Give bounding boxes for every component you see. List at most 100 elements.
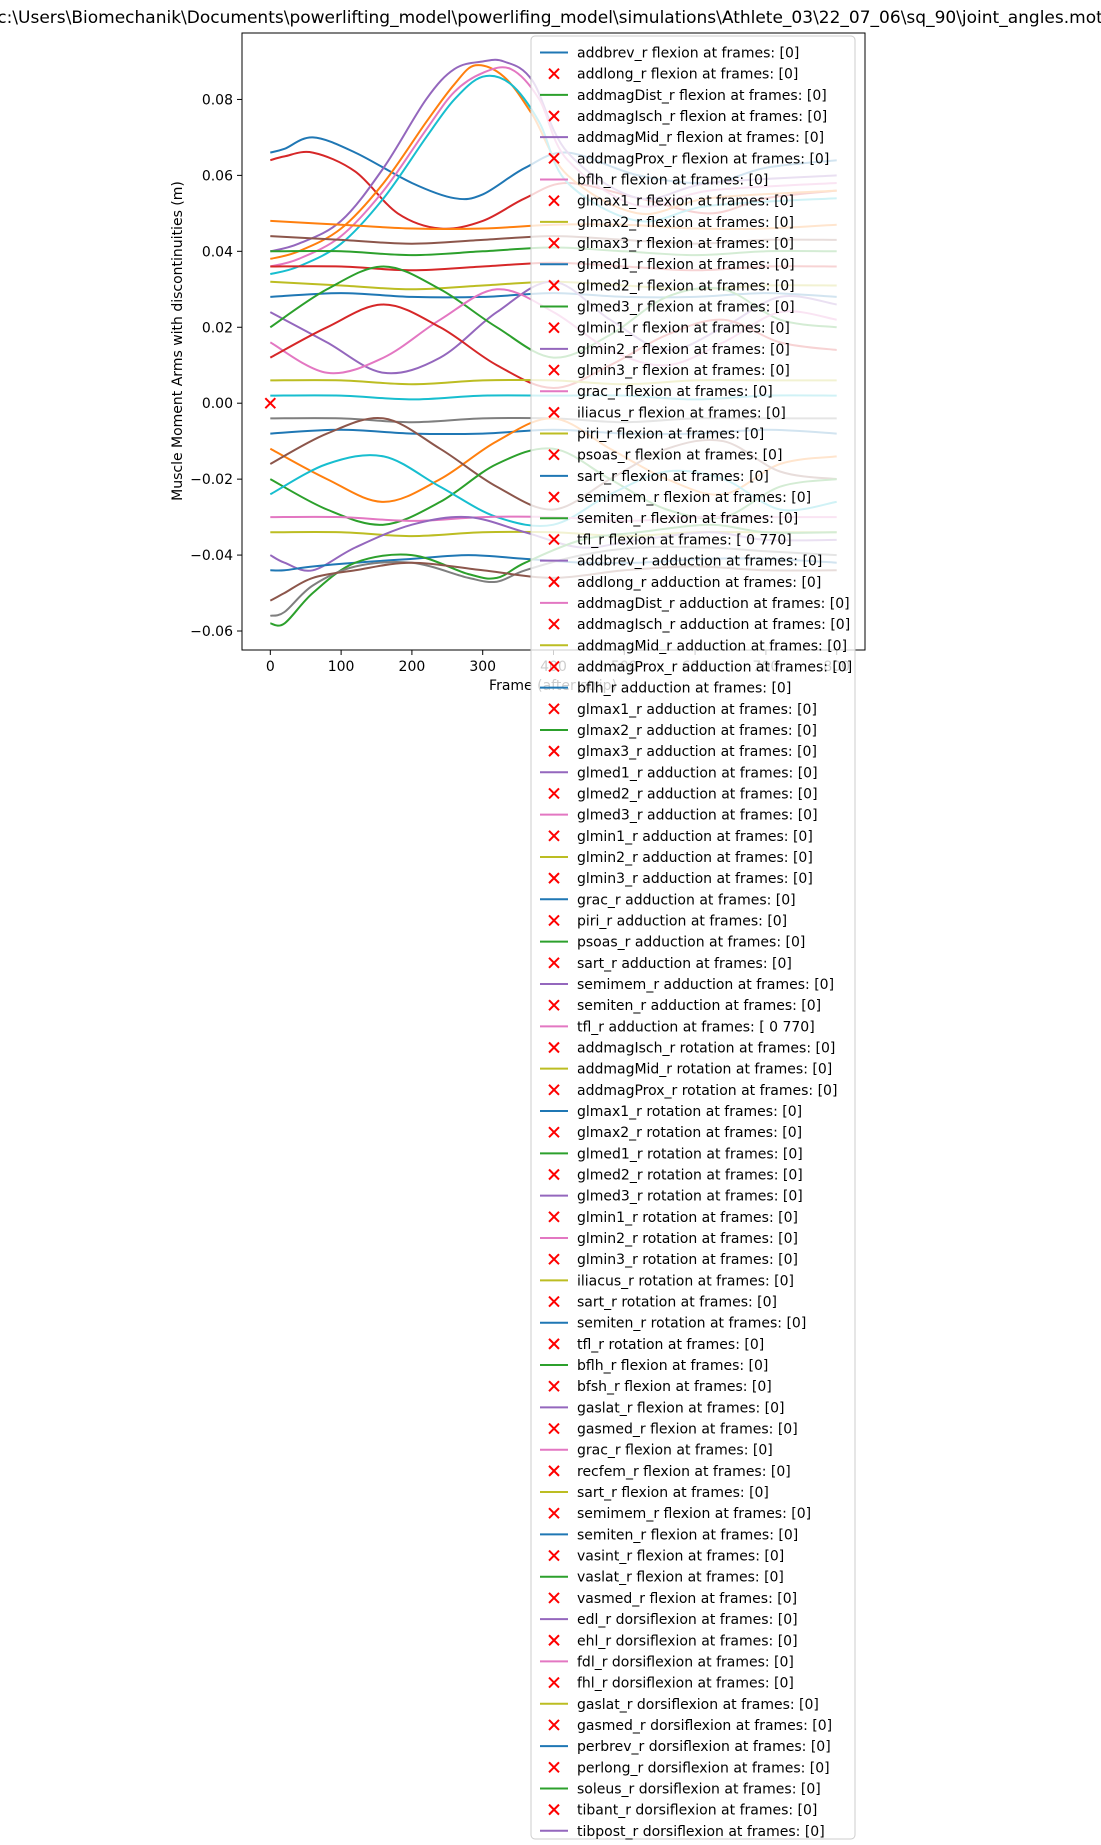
- legend-label: glmin1_r adduction at frames: [0]: [577, 829, 813, 845]
- legend-label: semimem_r flexion at frames: [0]: [577, 490, 811, 506]
- y-tick-label: −0.06: [190, 624, 233, 640]
- legend-label: addlong_r adduction at frames: [0]: [577, 575, 821, 591]
- legend-label: tfl_r adduction at frames: [ 0 770]: [577, 1019, 815, 1035]
- legend-label: glmax3_r adduction at frames: [0]: [577, 744, 817, 760]
- legend-label: glmax3_r flexion at frames: [0]: [577, 236, 794, 252]
- legend-entry: bfsh_r flexion at frames: [0]: [548, 1379, 772, 1395]
- legend-label: iliacus_r rotation at frames: [0]: [577, 1273, 794, 1289]
- legend-marker-swatch: [548, 406, 560, 419]
- legend-box: [530, 35, 856, 1840]
- legend-label: addmagMid_r rotation at frames: [0]: [577, 1062, 832, 1078]
- legend-label: semimem_r flexion at frames: [0]: [577, 1506, 811, 1522]
- legend-entry: vasmed_r flexion at frames: [0]: [548, 1591, 797, 1607]
- legend-entry: sart_r flexion at frames: [0]: [540, 1485, 769, 1501]
- legend-entry: glmax2_r adduction at frames: [0]: [540, 723, 817, 739]
- legend-entry: gasmed_r dorsiflexion at frames: [0]: [548, 1718, 832, 1734]
- legend-label: addmagProx_r rotation at frames: [0]: [577, 1083, 837, 1099]
- legend-entry: glmed2_r adduction at frames: [0]: [548, 786, 818, 802]
- legend-marker-swatch: [548, 745, 560, 757]
- legend-entry: recfem_r flexion at frames: [0]: [548, 1464, 791, 1480]
- legend-label: glmax2_r flexion at frames: [0]: [577, 215, 794, 231]
- legend-label: glmed3_r rotation at frames: [0]: [577, 1189, 803, 1205]
- legend-entry: addmagIsch_r adduction at frames: [0]: [548, 617, 850, 633]
- legend-marker-swatch: [548, 914, 560, 927]
- legend-entry: glmin2_r flexion at frames: [0]: [540, 342, 790, 358]
- legend-entry: glmed2_r rotation at frames: [0]: [548, 1168, 803, 1184]
- legend-entry: addmagProx_r adduction at frames: [0]: [548, 659, 852, 675]
- y-axis-label: Muscle Moment Arms with discontinuities …: [170, 181, 186, 501]
- legend-label: semiten_r flexion at frames: [0]: [577, 511, 798, 527]
- discontinuity-marker: [264, 397, 277, 409]
- legend-label: addbrev_r adduction at frames: [0]: [577, 554, 822, 570]
- legend-marker-swatch: [548, 1803, 560, 1816]
- legend-entry: semimem_r flexion at frames: [0]: [548, 490, 811, 506]
- legend-entry: glmax1_r rotation at frames: [0]: [540, 1104, 802, 1120]
- legend-label: glmin3_r adduction at frames: [0]: [577, 871, 813, 887]
- legend-label: psoas_r adduction at frames: [0]: [577, 935, 805, 951]
- legend-label: addmagDist_r adduction at frames: [0]: [577, 596, 850, 612]
- legend-label: grac_r flexion at frames: [0]: [577, 1443, 773, 1459]
- legend-entry: glmed3_r rotation at frames: [0]: [540, 1189, 803, 1205]
- legend-entry: semiten_r flexion at frames: [0]: [540, 1527, 798, 1543]
- legend-label: vasint_r flexion at frames: [0]: [577, 1549, 784, 1565]
- legend-entry: sart_r rotation at frames: [0]: [548, 1295, 777, 1311]
- legend-label: grac_r flexion at frames: [0]: [577, 384, 773, 400]
- legend-label: gaslat_r dorsiflexion at frames: [0]: [577, 1697, 819, 1713]
- legend-label: fhl_r dorsiflexion at frames: [0]: [577, 1676, 794, 1692]
- legend-entry: ehl_r dorsiflexion at frames: [0]: [548, 1633, 798, 1649]
- legend-entry: addmagProx_r flexion at frames: [0]: [548, 151, 829, 167]
- legend-entry: glmed3_r adduction at frames: [0]: [540, 808, 818, 824]
- legend-label: glmax1_r rotation at frames: [0]: [577, 1104, 802, 1120]
- legend-entry: addbrev_r flexion at frames: [0]: [540, 46, 799, 62]
- legend-entry: addmagIsch_r flexion at frames: [0]: [548, 109, 827, 125]
- legend-label: tibant_r dorsiflexion at frames: [0]: [577, 1803, 817, 1819]
- legend-entry: glmax3_r adduction at frames: [0]: [548, 744, 817, 760]
- legend-entry: glmin2_r adduction at frames: [0]: [540, 850, 813, 866]
- legend-entry: grac_r flexion at frames: [0]: [540, 1443, 773, 1459]
- legend-label: glmax1_r adduction at frames: [0]: [577, 702, 817, 718]
- legend-label: fdl_r dorsiflexion at frames: [0]: [577, 1654, 794, 1670]
- legend-entry: grac_r adduction at frames: [0]: [540, 892, 796, 908]
- legend-marker-swatch: [548, 364, 560, 376]
- legend-marker-swatch: [548, 660, 560, 673]
- legend-label: semiten_r flexion at frames: [0]: [577, 1527, 798, 1543]
- legend-entry: sart_r adduction at frames: [0]: [548, 956, 792, 972]
- y-tick-label: 0.08: [202, 92, 233, 108]
- legend-entry: glmax3_r flexion at frames: [0]: [548, 236, 794, 252]
- legend-entry: glmax2_r flexion at frames: [0]: [540, 215, 794, 231]
- legend-label: glmed1_r flexion at frames: [0]: [577, 257, 795, 273]
- legend-marker-swatch: [548, 1676, 560, 1689]
- legend-entry: addlong_r flexion at frames: [0]: [548, 67, 798, 83]
- legend-label: glmed1_r adduction at frames: [0]: [577, 765, 818, 781]
- legend-label: glmed2_r rotation at frames: [0]: [577, 1168, 803, 1184]
- x-tick-label: 200: [399, 659, 426, 675]
- legend-marker-swatch: [548, 1761, 560, 1773]
- legend-label: edl_r dorsiflexion at frames: [0]: [577, 1612, 798, 1628]
- legend-entry: glmin3_r adduction at frames: [0]: [548, 871, 813, 887]
- legend-label: addmagIsch_r rotation at frames: [0]: [577, 1040, 835, 1056]
- legend-marker-swatch: [548, 1549, 560, 1562]
- legend-marker-swatch: [548, 1126, 560, 1138]
- legend-label: addmagProx_r adduction at frames: [0]: [577, 659, 852, 675]
- y-tick-label: 0.04: [202, 244, 233, 260]
- legend-marker-swatch: [548, 1719, 560, 1731]
- legend-label: glmin3_r flexion at frames: [0]: [577, 363, 790, 379]
- legend-entry: perlong_r dorsiflexion at frames: [0]: [548, 1760, 830, 1776]
- legend-entry: bflh_r flexion at frames: [0]: [540, 173, 768, 189]
- legend-label: recfem_r flexion at frames: [0]: [577, 1464, 791, 1480]
- legend-marker-swatch: [548, 787, 560, 800]
- legend-label: addmagMid_r adduction at frames: [0]: [577, 638, 847, 654]
- legend-label: perlong_r dorsiflexion at frames: [0]: [577, 1760, 830, 1776]
- legend-marker-swatch: [548, 322, 560, 334]
- legend-entry: grac_r flexion at frames: [0]: [540, 384, 773, 400]
- legend-label: glmed2_r adduction at frames: [0]: [577, 786, 818, 802]
- legend-entry: fdl_r dorsiflexion at frames: [0]: [540, 1654, 794, 1670]
- legend-entry: addmagMid_r adduction at frames: [0]: [540, 638, 847, 654]
- legend-marker-swatch: [548, 576, 560, 588]
- legend-label: glmin3_r rotation at frames: [0]: [577, 1252, 798, 1268]
- y-tick-label: −0.04: [190, 548, 233, 564]
- legend-entry: glmed1_r adduction at frames: [0]: [540, 765, 818, 781]
- legend-label: vaslat_r flexion at frames: [0]: [577, 1570, 784, 1586]
- legend-label: addbrev_r flexion at frames: [0]: [577, 46, 799, 62]
- legend-label: grac_r adduction at frames: [0]: [577, 892, 796, 908]
